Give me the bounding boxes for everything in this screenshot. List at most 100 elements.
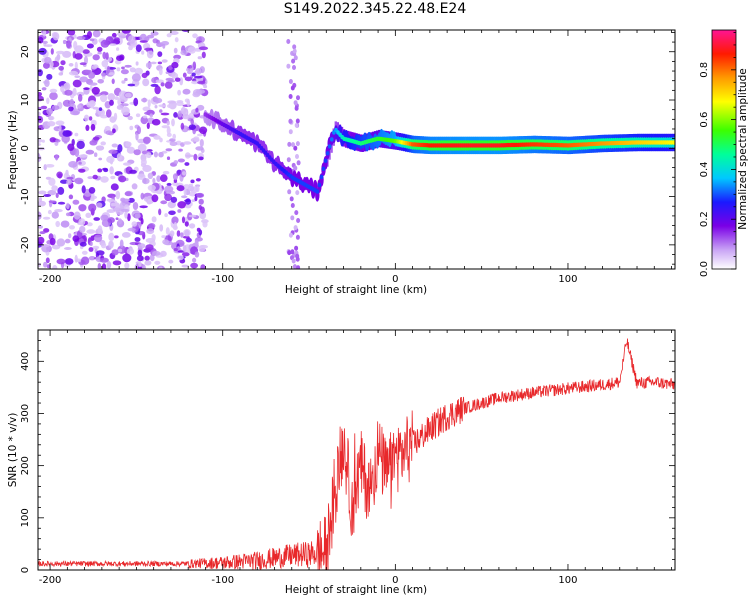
heatmap-noise-blob (100, 214, 109, 221)
heatmap-noise-blob (166, 120, 170, 126)
heatmap-noise-blob (156, 175, 161, 183)
heatmap-noise-blob (38, 190, 47, 195)
heatmap-noise-blob (203, 84, 208, 89)
heatmap-noise-blob (55, 139, 61, 143)
heatmap-noise-blob (45, 257, 50, 264)
heatmap-noise-blob (44, 56, 52, 64)
heatmap-noise-blob (88, 82, 98, 86)
heatmap-noise-blob (195, 89, 206, 94)
heatmap-noise-blob (62, 130, 72, 137)
heatmap-noise-blob (93, 217, 100, 221)
heatmap-noise-blob (119, 239, 124, 248)
heatmap-noise-blob (69, 98, 75, 107)
heatmap-noise-blob (160, 200, 168, 205)
heatmap-noise-blob (184, 230, 190, 237)
x-tick-label: -200 (39, 274, 62, 285)
heatmap-noise-blob (187, 46, 196, 54)
heatmap-noise-blob (137, 173, 146, 180)
heatmap-noise-blob (199, 126, 208, 135)
heatmap-noise-blob (288, 129, 293, 135)
heatmap-ridge-core (319, 174, 324, 180)
heatmap-noise-blob (124, 77, 128, 82)
heatmap-noise-blob (160, 82, 165, 87)
heatmap-noise-blob (295, 154, 299, 159)
heatmap-noise-blob (294, 210, 299, 216)
heatmap-noise-blob (38, 225, 43, 229)
heatmap-noise-blob (142, 106, 151, 112)
heatmap-noise-blob (145, 244, 154, 251)
heatmap-noise-blob (129, 67, 136, 73)
page-title: S149.2022.345.22.48.E24 (283, 1, 467, 17)
heatmap-noise-blob (38, 262, 42, 268)
heatmap-noise-blob (167, 100, 177, 104)
heatmap-noise-blob (286, 63, 291, 69)
heatmap-noise-blob (55, 154, 59, 161)
heatmap-ridge-core (317, 182, 322, 188)
heatmap-noise-blob (96, 46, 103, 53)
heatmap-noise-blob (89, 38, 95, 42)
heatmap-noise-blob (116, 67, 121, 72)
heatmap-noise-blob (177, 89, 182, 96)
heatmap-noise-blob (42, 30, 47, 37)
heatmap-noise-blob (185, 204, 192, 209)
heatmap-noise-blob (288, 118, 293, 124)
heatmap-noise-blob (58, 65, 64, 71)
heatmap-ridge (203, 108, 675, 202)
heatmap-noise-blob (292, 264, 297, 269)
heatmap-noise-blob (104, 125, 111, 132)
heatmap-noise-blob (168, 210, 176, 216)
heatmap-noise-blob (169, 31, 179, 35)
heatmap-ridge-core (315, 189, 320, 194)
heatmap-noise-blob (152, 177, 156, 184)
heatmap-x-ticks: -200 -100 0 100 (39, 30, 672, 285)
heatmap-noise-blob (172, 133, 176, 140)
heatmap-noise-blob (192, 33, 198, 39)
heatmap-noise-blob (92, 106, 100, 110)
heatmap-noise-blob (65, 212, 71, 217)
heatmap-noise-blob (127, 83, 136, 87)
heatmap-noise-blob (49, 88, 58, 93)
heatmap-noise-blob (137, 243, 146, 249)
heatmap-noise-blob (159, 137, 163, 143)
heatmap-noise-blob (178, 148, 183, 152)
heatmap-noise-blob (193, 75, 203, 79)
heatmap-noise-blob (147, 184, 156, 191)
heatmap-noise-blob (111, 78, 115, 85)
heatmap-noise-blob (85, 212, 92, 218)
heatmap-noise-blob (58, 124, 62, 132)
heatmap-noise-blob (116, 47, 120, 51)
heatmap-noise-blob (158, 208, 162, 216)
heatmap-noise-blob (158, 104, 167, 108)
heatmap-noise-blob (185, 237, 192, 243)
heatmap-noise-blob (127, 115, 133, 121)
heatmap-noise-blob (97, 51, 102, 55)
heatmap-noise-blob (51, 185, 58, 192)
heatmap-noise-blob (160, 174, 168, 183)
heatmap-noise-blob (290, 203, 295, 208)
heatmap-noise-blob (199, 139, 204, 147)
heatmap-noise-field (38, 30, 301, 269)
heatmap-noise-blob (68, 161, 78, 168)
heatmap-noise-blob (199, 211, 207, 220)
heatmap-noise-blob (171, 118, 175, 127)
heatmap-noise-blob (78, 154, 88, 158)
heatmap-noise-blob (291, 142, 295, 148)
heatmap-noise-blob (51, 244, 61, 250)
heatmap-noise-blob (116, 153, 122, 161)
heatmap-noise-blob (72, 87, 77, 97)
heatmap-noise-blob (288, 79, 293, 84)
heatmap-noise-blob (201, 51, 206, 59)
heatmap-noise-blob (116, 55, 124, 61)
heatmap-noise-blob (56, 258, 66, 265)
heatmap-noise-blob (288, 94, 293, 99)
heatmap-noise-blob (296, 160, 301, 166)
heatmap-ridge-core (325, 151, 330, 156)
heatmap-noise-blob (198, 245, 206, 253)
heatmap-noise-blob (88, 187, 96, 194)
heatmap-ridge-core (671, 140, 675, 145)
heatmap-noise-blob (118, 218, 123, 225)
heatmap-noise-blob (296, 95, 300, 101)
heatmap-noise-blob (100, 91, 109, 96)
